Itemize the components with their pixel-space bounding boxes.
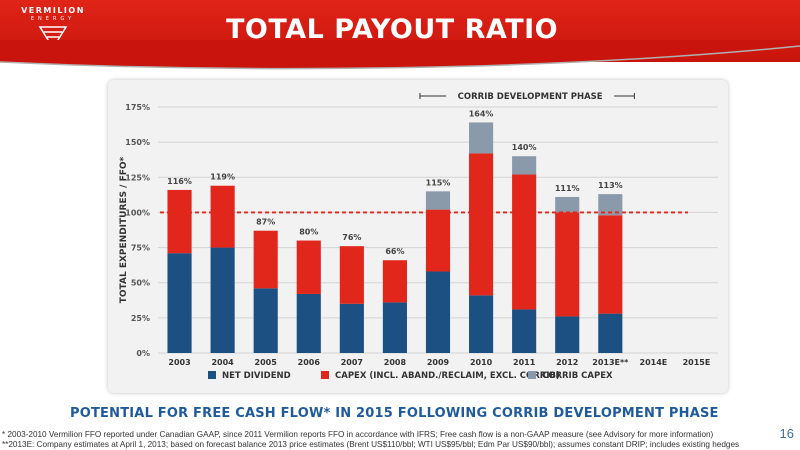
chart-panel: 0% 25% 50% 75% 100% 125% 150% 175% 116% 2003 119% 2… — [108, 80, 728, 393]
y-tick-label: 125% — [125, 173, 150, 182]
free-cash-flow-banner: POTENTIAL FOR FREE CASH FLOW* IN 2015 FO… — [70, 406, 719, 421]
x-tick-label: 2009 — [427, 358, 450, 367]
total-label: 164% — [469, 109, 494, 118]
total-label: 113% — [598, 181, 623, 190]
bar-corrib-capex — [425, 191, 451, 210]
bar-net-dividend — [167, 253, 192, 353]
total-label: 116% — [167, 177, 192, 186]
bar-net-dividend — [555, 316, 580, 353]
y-tick-label: 50% — [131, 279, 150, 288]
payout-chart: 0% 25% 50% 75% 100% 125% 150% 175% 116% 2003 119% 2… — [119, 92, 718, 381]
bar-capex — [425, 209, 451, 272]
total-label: 111% — [555, 184, 580, 193]
y-tick-label: 150% — [125, 138, 150, 147]
bar-capex — [555, 212, 580, 317]
footnote-2: **2013E: Company estimates at April 1, 2… — [2, 440, 740, 449]
legend-capex-swatch — [321, 371, 329, 379]
x-tick-label: 2003 — [168, 358, 190, 367]
x-tick-label: 2004 — [211, 358, 234, 367]
x-tick-label: 2010 — [470, 358, 493, 367]
bar-net-dividend — [469, 295, 494, 353]
bar-capex — [598, 215, 623, 314]
logo-name: VERMILION — [21, 6, 85, 15]
legend-net-dividend-swatch — [208, 371, 216, 379]
footnote-1: * 2003-2010 Vermilion FFO reported under… — [2, 430, 714, 439]
bar-capex — [382, 260, 407, 303]
total-label: 66% — [385, 247, 404, 256]
y-tick-label: 0% — [136, 349, 150, 358]
x-tick-label: 2012 — [556, 358, 578, 367]
bar-capex — [167, 189, 192, 254]
header-swoosh — [0, 40, 800, 70]
bar-capex — [339, 246, 364, 304]
bar-capex — [512, 174, 537, 310]
y-tick-label: 25% — [131, 314, 150, 323]
page-title: TOTAL PAYOUT RATIO — [226, 14, 559, 45]
total-label: 80% — [299, 228, 318, 237]
corrib-phase-annotation: CORRIB DEVELOPMENT PHASE — [458, 92, 603, 102]
y-tick-label: 100% — [125, 208, 150, 217]
bar-net-dividend — [210, 247, 235, 353]
x-tick-label: 2006 — [298, 358, 321, 367]
x-tick-label: 2008 — [384, 358, 407, 367]
x-tick-label: 2011 — [513, 358, 536, 367]
legend-corrib-capex-swatch — [528, 371, 536, 379]
bar-corrib-capex — [469, 122, 494, 154]
bar-capex — [210, 185, 235, 248]
logo-sub: ENERGY — [30, 16, 76, 22]
y-axis-label: TOTAL EXPENDITURES / FFO* — [119, 156, 129, 303]
bar-corrib-capex — [555, 196, 580, 213]
vermilion-logo: VERMILION ENERGY — [18, 6, 88, 58]
bar-net-dividend — [296, 293, 321, 353]
legend-capex-label: CAPEX (INCL. ABAND./RECLAIM, EXCL. CORRI… — [335, 371, 560, 381]
y-tick-label: 75% — [131, 244, 150, 253]
x-tick-label: 2005 — [255, 358, 278, 367]
x-tick-label: 2014E — [640, 358, 668, 367]
bar-capex — [296, 240, 321, 294]
y-tick-label: 175% — [125, 103, 150, 112]
total-label: 140% — [512, 143, 537, 152]
total-label: 115% — [426, 178, 451, 187]
total-label: 87% — [256, 218, 275, 227]
bar-corrib-capex — [598, 194, 623, 216]
bar-net-dividend — [425, 271, 451, 353]
bar-net-dividend — [382, 302, 407, 353]
bar-net-dividend — [512, 309, 537, 353]
bar-capex — [469, 153, 494, 296]
page-number: 16 — [779, 426, 794, 441]
legend-net-dividend-label: NET DIVIDEND — [222, 371, 291, 381]
legend-corrib-capex-label: CORRIB CAPEX — [542, 371, 613, 381]
logo-mark-icon — [38, 26, 68, 50]
total-label: 119% — [210, 173, 235, 182]
x-tick-label: 2007 — [341, 358, 363, 367]
x-tick-label: 2013E** — [592, 358, 629, 367]
bar-net-dividend — [598, 313, 623, 353]
bar-net-dividend — [339, 303, 364, 353]
x-tick-label: 2015E — [683, 358, 711, 367]
bar-corrib-capex — [512, 156, 537, 175]
bar-net-dividend — [253, 288, 278, 353]
total-label: 76% — [342, 233, 361, 242]
bar-capex — [253, 230, 278, 289]
